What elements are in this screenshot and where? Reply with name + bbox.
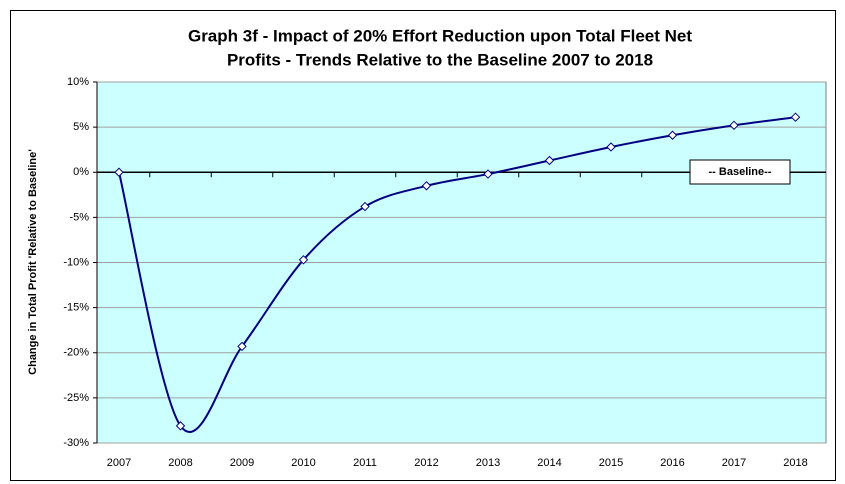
data-point <box>298 255 309 265</box>
x-tick-label: 2017 <box>722 457 746 469</box>
x-tick-label: 2011 <box>353 457 377 469</box>
data-point <box>360 201 370 212</box>
x-tick-label: 2016 <box>660 457 684 469</box>
data-point <box>667 130 678 140</box>
y-tick-label: -15% <box>63 302 89 314</box>
y-tick-label: -30% <box>63 437 89 449</box>
x-tick-label: 2015 <box>599 457 623 469</box>
y-tick-label: -10% <box>63 256 89 268</box>
annotation-box <box>689 159 791 185</box>
data-point <box>483 169 493 179</box>
x-tick-label: 2012 <box>414 457 438 469</box>
annotation: -- Baseline-- <box>709 166 772 178</box>
x-tick-label: 2018 <box>783 457 807 469</box>
y-tick-label: -20% <box>63 347 89 359</box>
x-tick-label: 2009 <box>230 457 254 469</box>
data-point <box>421 181 432 191</box>
y-tick-label: -5% <box>69 211 89 223</box>
y-tick-label: 5% <box>73 121 89 133</box>
x-tick-label: 2008 <box>168 457 192 469</box>
y-tick-label: -25% <box>63 392 89 404</box>
data-point <box>729 120 739 131</box>
y-tick-label: 10% <box>67 76 89 88</box>
data-point <box>544 155 555 166</box>
y-axis-label: Change in Total Profit 'Relative to Base… <box>27 149 39 375</box>
data-line <box>118 116 796 434</box>
x-tick-label: 2007 <box>107 457 131 469</box>
data-point <box>790 112 801 122</box>
y-tick-label: 0% <box>73 166 89 178</box>
data-point <box>114 167 124 177</box>
x-tick-label: 2013 <box>476 457 500 469</box>
data-point <box>175 421 186 431</box>
x-tick-label: 2010 <box>291 457 315 469</box>
x-tick-label: 2014 <box>537 457 561 469</box>
data-point <box>606 142 616 152</box>
data-point <box>237 341 247 352</box>
chart-title: Profits - Trends Relative to the Baselin… <box>227 50 653 69</box>
chart-title: Graph 3f - Impact of 20% Effort Reductio… <box>188 26 692 45</box>
